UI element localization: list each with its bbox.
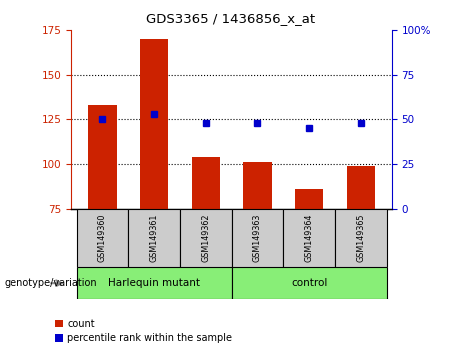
Text: GSM149360: GSM149360: [98, 214, 107, 262]
Bar: [243, 162, 272, 209]
Bar: [192, 157, 220, 209]
FancyBboxPatch shape: [231, 209, 284, 267]
FancyBboxPatch shape: [180, 209, 231, 267]
FancyBboxPatch shape: [284, 209, 335, 267]
Text: control: control: [291, 278, 327, 288]
Text: GSM149362: GSM149362: [201, 214, 210, 262]
Text: GSM149361: GSM149361: [150, 214, 159, 262]
FancyBboxPatch shape: [231, 267, 387, 299]
Bar: [347, 166, 375, 209]
FancyBboxPatch shape: [77, 209, 128, 267]
Text: GSM149365: GSM149365: [356, 214, 366, 262]
Bar: [88, 105, 117, 209]
Legend: count, percentile rank within the sample: count, percentile rank within the sample: [51, 315, 236, 347]
Text: GSM149364: GSM149364: [305, 214, 313, 262]
Text: GDS3365 / 1436856_x_at: GDS3365 / 1436856_x_at: [146, 12, 315, 25]
FancyBboxPatch shape: [77, 267, 231, 299]
FancyBboxPatch shape: [128, 209, 180, 267]
Text: genotype/variation: genotype/variation: [5, 278, 97, 288]
Text: GSM149363: GSM149363: [253, 214, 262, 262]
Bar: [140, 39, 168, 209]
Text: Harlequin mutant: Harlequin mutant: [108, 278, 200, 288]
Bar: [295, 189, 323, 209]
FancyBboxPatch shape: [335, 209, 387, 267]
